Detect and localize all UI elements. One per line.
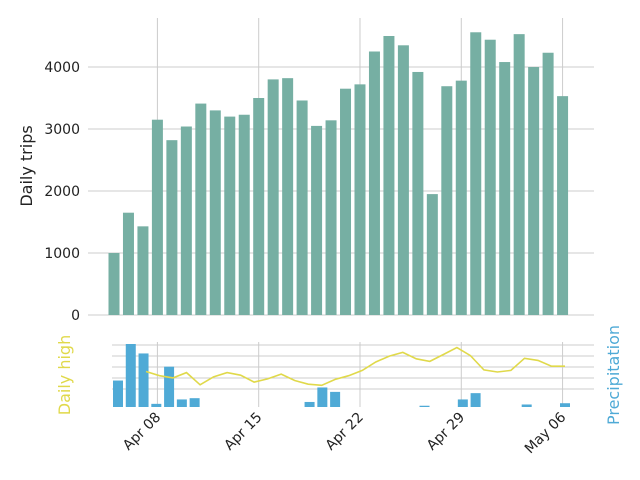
trip-bar [180, 126, 192, 316]
trip-bar [383, 36, 395, 315]
trip-bar [441, 86, 453, 315]
trip-bar [426, 194, 438, 315]
bottom-panel: Apr 08 Apr 15 Apr 22 Apr 29 May 06 Daily hig… [55, 325, 623, 457]
trip-bar [484, 39, 496, 315]
trip-bar [499, 62, 511, 315]
precipitation-bar [151, 403, 162, 407]
trip-bar [238, 114, 250, 316]
date-x-ticks: Apr 08 Apr 15 Apr 22 Apr 29 May 06 [120, 409, 569, 457]
trip-bar [557, 96, 569, 315]
precipitation-bar [164, 366, 175, 407]
trip-bar [253, 98, 265, 315]
precipitation-bars [113, 344, 570, 407]
trip-bar [282, 78, 294, 315]
precipitation-bar [317, 387, 328, 407]
trips-y-axis-label: Daily trips [17, 125, 36, 206]
trip-bar [224, 116, 236, 315]
daily-high-line-group [145, 346, 565, 387]
trip-bar [122, 212, 134, 315]
trips-y-ticks: 0 1000 2000 3000 4000 [44, 60, 80, 324]
precipitation-bar [330, 391, 341, 407]
trips-y-tick-label: 0 [71, 308, 80, 324]
date-x-tick-label: Apr 29 [424, 410, 468, 454]
date-x-tick-label: Apr 08 [120, 410, 164, 454]
trips-y-tick-label: 1000 [44, 246, 80, 262]
trip-bar [209, 110, 221, 316]
trip-bar [267, 79, 279, 316]
precipitation-bar [419, 405, 430, 407]
precipitation-bar [521, 404, 532, 407]
trips-y-tick-label: 3000 [44, 122, 80, 138]
trip-bar [470, 32, 482, 315]
trip-bar [513, 34, 525, 315]
precipitation-bar [138, 353, 149, 407]
trip-bar [166, 140, 178, 315]
trip-bar [296, 100, 308, 315]
daily-high-line [145, 346, 565, 387]
trip-bars [108, 32, 569, 316]
precipitation-bar [470, 393, 481, 407]
trip-bar [151, 119, 163, 315]
precipitation-bar [304, 401, 315, 407]
trip-bar [397, 45, 409, 316]
precipitation-bar [560, 403, 570, 407]
top-panel: 0 1000 2000 3000 4000 Daily trips [17, 18, 594, 324]
trips-y-tick-label: 2000 [44, 184, 80, 200]
trip-bar [528, 67, 540, 315]
date-x-tick-label: Apr 22 [323, 410, 367, 454]
precipitation-bar [125, 344, 136, 407]
date-x-tick-label: May 06 [522, 409, 570, 457]
trips-y-tick-label: 4000 [44, 60, 80, 76]
trip-bar [354, 84, 366, 315]
precipitation-bar [176, 399, 187, 407]
trip-bar [195, 103, 207, 315]
trip-bar [108, 253, 120, 315]
trip-bar [455, 80, 467, 315]
trip-bar [311, 125, 323, 316]
precipitation-bar [113, 380, 123, 407]
daily-high-axis-label: Daily high [55, 335, 74, 415]
trip-bar [412, 71, 424, 316]
precipitation-axis-label: Precipitation [604, 325, 623, 425]
trip-bar [137, 226, 149, 315]
trip-bar [368, 51, 380, 315]
trip-bar [542, 52, 554, 316]
precipitation-bar [457, 399, 468, 407]
precipitation-bar [189, 398, 200, 407]
trip-bar [325, 120, 337, 315]
date-x-tick-label: Apr 15 [221, 410, 265, 454]
trip-bar [340, 88, 352, 315]
